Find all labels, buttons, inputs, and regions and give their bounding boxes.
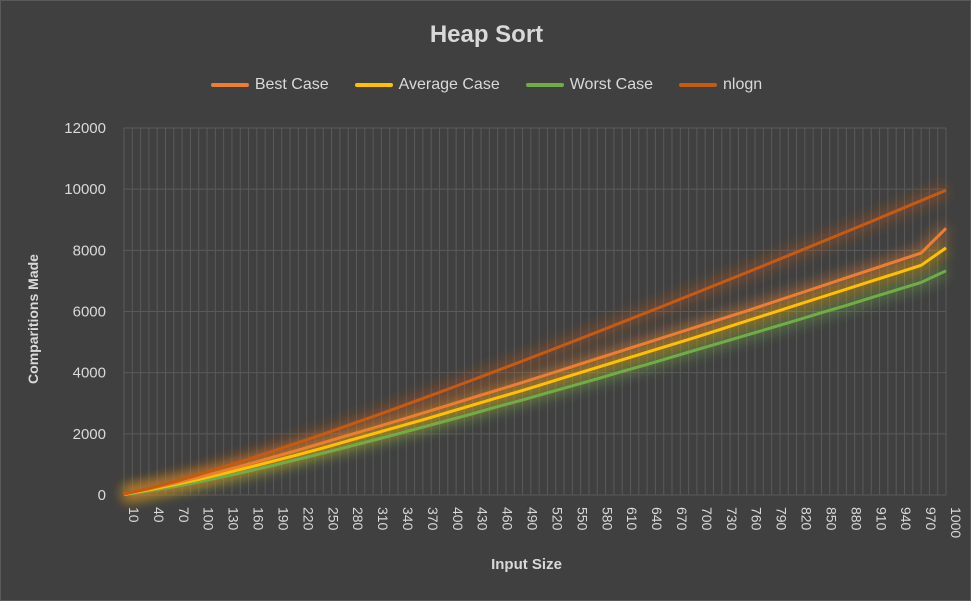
x-tick-label: 430 xyxy=(475,507,491,531)
x-tick-label: 310 xyxy=(375,507,391,531)
y-axis-title: Comparitions Made xyxy=(25,254,41,384)
chart-title: Heap Sort xyxy=(429,21,544,48)
x-tick-label: 400 xyxy=(450,507,466,531)
x-tick-label: 100 xyxy=(201,507,217,531)
series-nlogn-glow xyxy=(122,183,949,501)
y-tick-label: 10000 xyxy=(64,181,106,198)
series-average-case-line xyxy=(123,246,947,496)
x-tick-label: 490 xyxy=(525,507,541,531)
legend-swatch-worst-case xyxy=(525,83,564,87)
x-tick-label: 670 xyxy=(674,507,690,531)
x-tick-label: 460 xyxy=(500,507,516,531)
y-tick-label: 12000 xyxy=(64,120,106,137)
x-tick-label: 820 xyxy=(799,507,815,531)
legend-item-nlogn: nlogn xyxy=(679,76,762,94)
x-tick-label: 10 xyxy=(126,507,142,523)
x-tick-label: 910 xyxy=(873,507,889,531)
legend-swatch-nlogn xyxy=(679,83,718,87)
x-tick-label: 160 xyxy=(251,507,267,531)
legend-item-average-case: Average Case xyxy=(354,76,500,94)
legend-label-worst-case: Worst Case xyxy=(569,76,654,93)
x-tick-label: 190 xyxy=(275,507,291,531)
x-tick-label: 790 xyxy=(774,507,790,531)
legend-item-best-case: Best Case xyxy=(210,76,329,94)
x-tick-label: 880 xyxy=(848,507,864,531)
x-tick-label: 760 xyxy=(749,507,765,531)
legend-swatch-average-case xyxy=(354,83,393,87)
x-tick-label: 970 xyxy=(923,507,939,531)
y-tick-label: 8000 xyxy=(73,242,106,259)
series-best-case-line xyxy=(123,227,948,496)
y-tick-label: 6000 xyxy=(73,304,106,321)
y-tick-label: 0 xyxy=(98,487,106,504)
legend-item-worst-case: Worst Case xyxy=(525,76,654,94)
x-tick-label: 220 xyxy=(300,507,316,531)
x-tick-label: 280 xyxy=(350,507,366,531)
x-tick-label: 520 xyxy=(549,507,565,531)
legend-label-best-case: Best Case xyxy=(254,76,329,93)
x-tick-label: 130 xyxy=(226,507,242,531)
x-axis-title: Input Size xyxy=(491,556,562,573)
x-tick-label: 580 xyxy=(599,507,615,531)
x-tick-label: 70 xyxy=(176,507,192,523)
x-tick-label: 340 xyxy=(400,507,416,531)
x-tick-label: 370 xyxy=(425,507,441,531)
legend: Best Case Average Case Worst Case nlogn xyxy=(1,76,971,94)
x-tick-label: 940 xyxy=(898,507,914,531)
legend-swatch-best-case xyxy=(210,83,249,87)
y-tick-label: 4000 xyxy=(73,365,106,382)
x-tick-label: 610 xyxy=(624,507,640,531)
x-tick-label: 730 xyxy=(724,507,740,531)
y-tick-label: 2000 xyxy=(73,426,106,443)
legend-label-average-case: Average Case xyxy=(398,76,500,93)
x-tick-label: 850 xyxy=(823,507,839,531)
x-tick-label: 640 xyxy=(649,507,665,531)
legend-label-nlogn: nlogn xyxy=(723,76,763,93)
x-tick-label: 1000 xyxy=(948,507,964,538)
x-tick-label: 250 xyxy=(325,507,341,531)
x-tick-label: 40 xyxy=(151,507,167,523)
x-tick-label: 700 xyxy=(699,507,715,531)
x-tick-label: 550 xyxy=(574,507,590,531)
series-worst-case-line xyxy=(123,269,947,497)
series-nlogn-line xyxy=(123,188,947,496)
